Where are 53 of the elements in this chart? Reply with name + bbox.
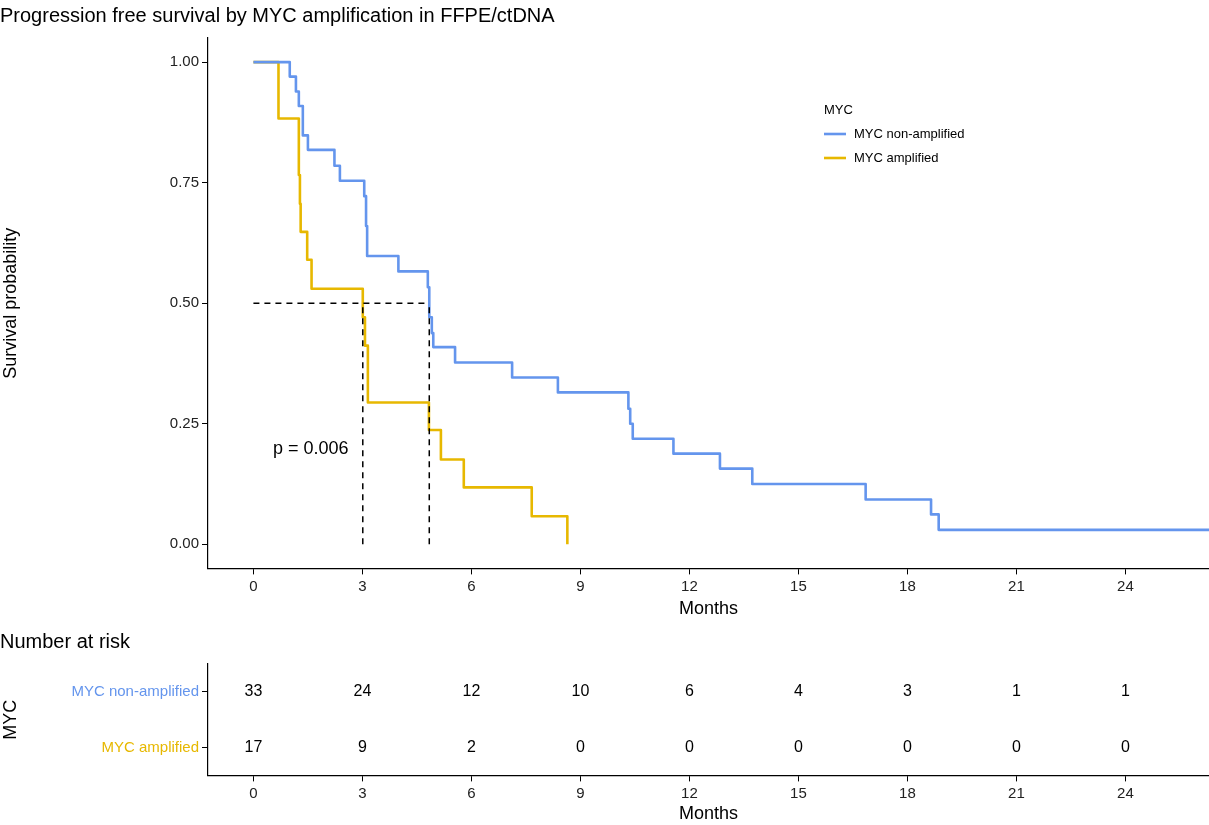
data-label: 12 [462, 682, 481, 700]
x-tick-label: 12 [681, 576, 698, 594]
y-axis-title: Survival probability [0, 227, 20, 379]
legend-label: MYC amplified [854, 149, 939, 165]
data-label: 0 [575, 737, 585, 755]
legend-label: MYC non-amplified [854, 125, 965, 141]
x-tick-label: 18 [899, 576, 916, 594]
data-label: 3 [902, 682, 912, 700]
x-tick-label: 21 [1008, 783, 1025, 801]
x-tick-label: 3 [358, 576, 367, 594]
y-tick-label: MYC amplified [101, 737, 199, 755]
data-label: 0 [1120, 737, 1130, 755]
y-tick-label: 0.25 [169, 413, 199, 431]
data-label: 0 [684, 737, 694, 755]
x-tick-label: 3 [358, 783, 367, 801]
data-label: 1 [1011, 682, 1021, 700]
x-tick-label: 24 [1117, 576, 1134, 594]
data-label: 9 [357, 737, 367, 755]
chart-title: Number at risk [0, 629, 132, 652]
x-axis-title: Months [678, 598, 739, 619]
x-tick-label: 0 [249, 783, 258, 801]
data-label: 0 [793, 737, 803, 755]
data-label: 4 [793, 682, 803, 700]
x-tick-label: 15 [790, 783, 807, 801]
x-tick-label: 18 [899, 783, 916, 801]
data-label: 24 [353, 682, 372, 700]
y-axis-title: MYC [0, 699, 20, 740]
y-tick-label: 0.00 [169, 534, 199, 552]
chart-title: Progression free survival by MYC amplification in FFPE/ctDNA [0, 3, 556, 26]
x-tick-label: 24 [1117, 783, 1134, 801]
data-label: 1 [1120, 682, 1130, 700]
data-label: 17 [244, 737, 263, 755]
x-tick-label: 21 [1008, 576, 1025, 594]
data-label: 10 [571, 682, 590, 700]
data-label: 33 [244, 682, 263, 700]
y-tick-label: 0.75 [169, 172, 199, 190]
annotation: p = 0.006 [273, 438, 349, 459]
data-label: 2 [466, 737, 476, 755]
legend-title: MYC [824, 101, 853, 117]
data-label: 6 [684, 682, 694, 700]
y-tick-label: 0.50 [169, 293, 199, 311]
x-tick-label: 15 [790, 576, 807, 594]
x-tick-label: 12 [681, 783, 698, 801]
x-tick-label: 6 [467, 783, 476, 801]
y-tick-label: 1.00 [169, 52, 199, 70]
x-tick-label: 9 [576, 576, 585, 594]
x-tick-label: 9 [576, 783, 585, 801]
x-tick-label: 6 [467, 576, 476, 594]
x-tick-label: 0 [249, 576, 258, 594]
data-label: 0 [902, 737, 912, 755]
x-axis-title: Months [678, 803, 739, 824]
data-label: 0 [1011, 737, 1021, 755]
y-tick-label: MYC non-amplified [71, 681, 199, 699]
